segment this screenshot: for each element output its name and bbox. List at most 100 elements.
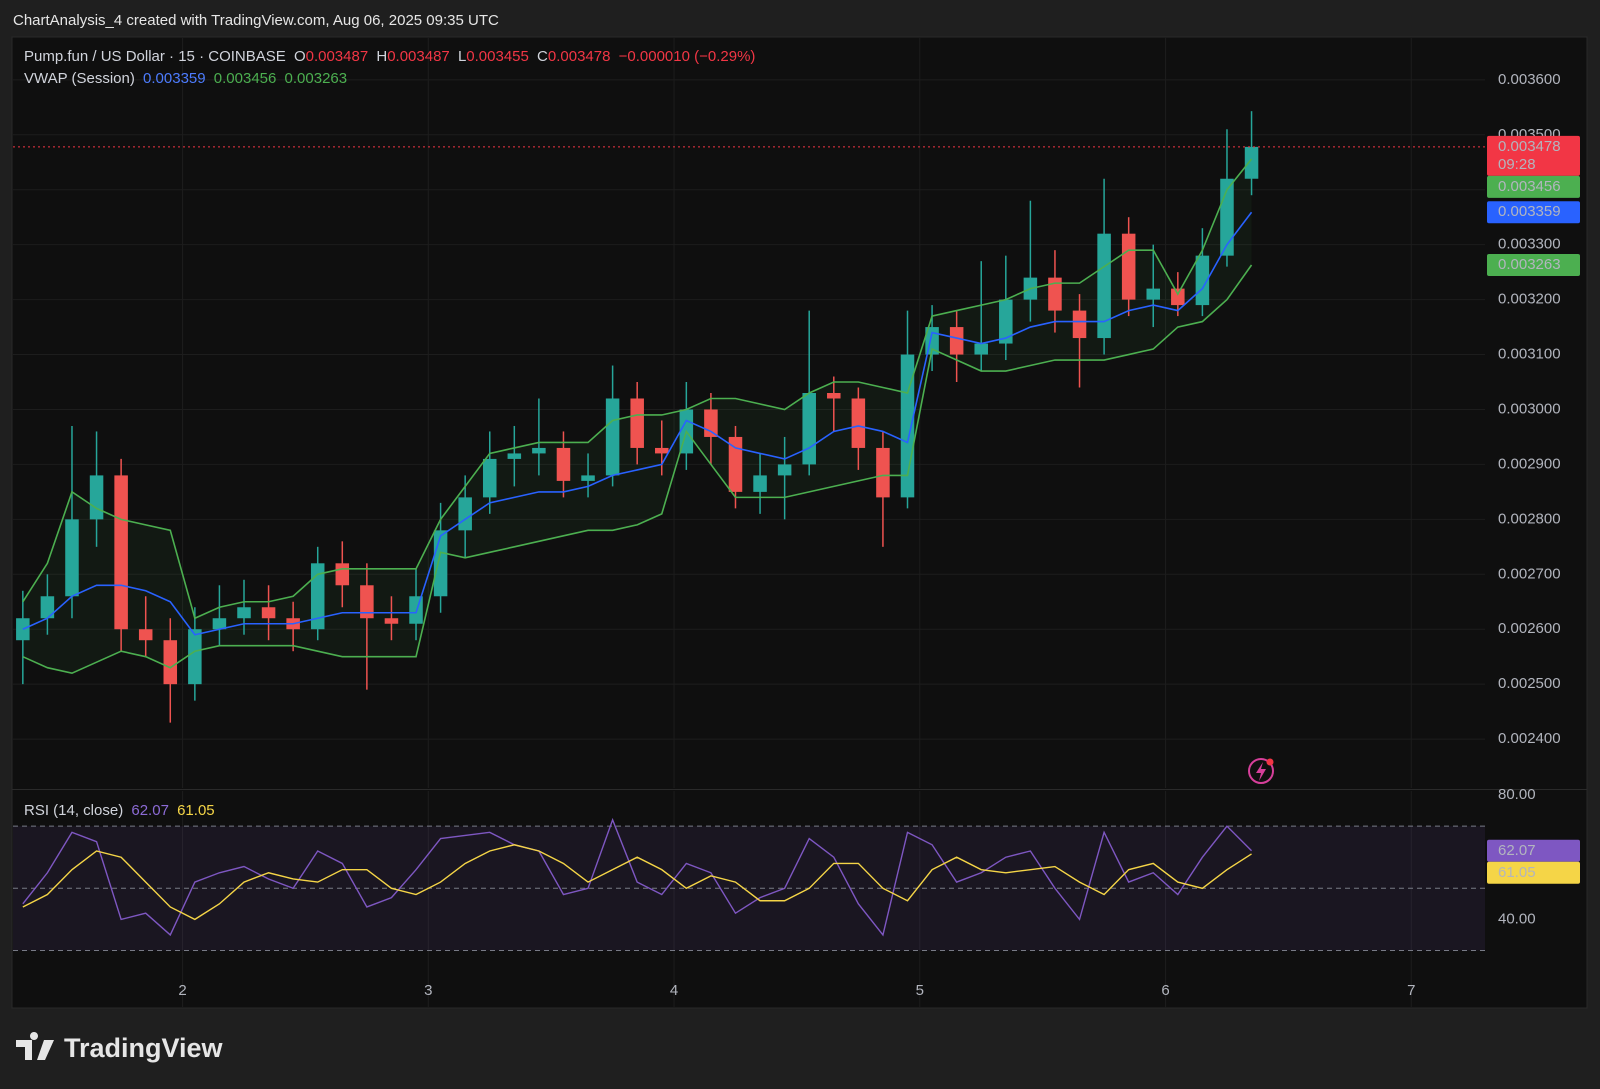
y-tick-label: 0.002700 bbox=[1498, 565, 1561, 582]
candle-body bbox=[114, 475, 128, 630]
chart-background bbox=[11, 36, 1588, 1009]
indicator-name: RSI (14, close) bbox=[24, 802, 123, 819]
candle-body bbox=[999, 299, 1013, 344]
x-tick-label: 2 bbox=[178, 982, 186, 999]
attribution: ChartAnalysis_4 created with TradingView… bbox=[13, 12, 499, 29]
candle-body bbox=[384, 618, 399, 624]
high-value: 0.003487 bbox=[387, 48, 450, 65]
candle-body bbox=[802, 392, 816, 465]
candle-body bbox=[1195, 255, 1210, 306]
candle-body bbox=[1171, 288, 1185, 306]
candle-body bbox=[40, 596, 55, 619]
candle-body bbox=[532, 447, 546, 454]
open-value: 0.003487 bbox=[306, 48, 369, 65]
price-tag-label: 0.003478 bbox=[1498, 138, 1561, 155]
y-tick-label: 0.002500 bbox=[1498, 675, 1561, 692]
price-tag bbox=[1487, 175, 1580, 198]
candle-body bbox=[827, 392, 841, 399]
x-tick-label: 5 bbox=[916, 982, 924, 999]
candle-body bbox=[237, 607, 251, 619]
candle-body bbox=[335, 563, 350, 586]
rsi-value: 62.07 bbox=[131, 802, 169, 819]
candle-body bbox=[16, 618, 30, 641]
footer-logo[interactable]: TradingView bbox=[16, 1032, 224, 1063]
ohlc-label: L bbox=[458, 48, 466, 65]
candle-body bbox=[1048, 277, 1062, 311]
candle-body bbox=[89, 475, 104, 520]
price-tag bbox=[1487, 201, 1580, 224]
candle-body bbox=[949, 327, 964, 355]
rsi-legend: RSI (14, close) 62.07 61.05 bbox=[24, 802, 215, 819]
candle-body bbox=[777, 464, 792, 476]
candle-body bbox=[1097, 233, 1111, 339]
price-tag bbox=[1487, 253, 1580, 276]
price-tag-label: 0.003456 bbox=[1498, 178, 1561, 195]
y-tick-label: 0.002800 bbox=[1498, 510, 1561, 527]
candle-body bbox=[433, 530, 448, 597]
candle-body bbox=[507, 453, 522, 459]
candle-body bbox=[163, 640, 178, 685]
line-series bbox=[22, 844, 1252, 921]
vwap-legend: VWAP (Session) 0.003359 0.003456 0.00326… bbox=[24, 70, 347, 87]
x-tick-label: 4 bbox=[670, 982, 678, 999]
x-tick-label: 7 bbox=[1407, 982, 1415, 999]
candle-body bbox=[605, 398, 620, 476]
candle-body bbox=[876, 447, 890, 498]
indicator-line bbox=[22, 264, 1253, 675]
close-value: 0.003478 bbox=[548, 48, 611, 65]
alert-bolt bbox=[1256, 762, 1266, 781]
alert-icon[interactable] bbox=[1248, 758, 1274, 784]
price-tag bbox=[1487, 861, 1580, 884]
candle-body bbox=[212, 618, 227, 630]
low-value: 0.003455 bbox=[466, 48, 529, 65]
price-tag-label: 61.05 bbox=[1498, 864, 1536, 881]
line-series bbox=[22, 817, 1253, 937]
upper-band-value: 0.003456 bbox=[214, 70, 277, 87]
y-tick-label: 0.002900 bbox=[1498, 455, 1561, 472]
candle-body bbox=[261, 607, 276, 619]
logo-mark bbox=[16, 1032, 54, 1060]
candle-body bbox=[630, 398, 644, 448]
plot-layer: 2 3 4 5 6 7 0.002400 0.002500 0.002600 0.002700 0.… bbox=[12, 37, 1587, 1008]
change: −0.000010 (−0.29%) bbox=[619, 48, 756, 65]
candle-body bbox=[188, 629, 202, 685]
candle-body bbox=[1146, 288, 1161, 300]
price-tag bbox=[1487, 839, 1580, 862]
candle-body bbox=[1244, 146, 1259, 179]
indicator-line bbox=[22, 211, 1253, 636]
indicator-line bbox=[22, 158, 1253, 620]
y-tick-label: 0.003600 bbox=[1498, 71, 1561, 88]
countdown-label: 09:28 bbox=[1498, 156, 1536, 173]
price-tag-label: 62.07 bbox=[1498, 842, 1536, 859]
candle-body bbox=[1121, 233, 1136, 300]
candle-body bbox=[704, 409, 718, 437]
alert-ring bbox=[1248, 758, 1274, 784]
y-tick-label: 40.00 bbox=[1498, 910, 1536, 927]
lower-band-value: 0.003263 bbox=[285, 70, 348, 87]
candle-body bbox=[65, 519, 79, 597]
price-legend: Pump.fun / US Dollar · 15 · COINBASE O0.… bbox=[24, 48, 755, 65]
y-tick-label: 0.003100 bbox=[1498, 346, 1561, 363]
candle-body bbox=[655, 447, 669, 454]
candle-body bbox=[482, 458, 497, 498]
price-tag-label: 0.003263 bbox=[1498, 256, 1561, 273]
candle-body bbox=[753, 475, 767, 492]
x-tick-label: 6 bbox=[1161, 982, 1169, 999]
y-tick-label: 0.003000 bbox=[1498, 400, 1561, 417]
vwap-value: 0.003359 bbox=[143, 70, 206, 87]
candle-body bbox=[138, 629, 153, 641]
ohlc-label: H bbox=[376, 48, 387, 65]
candle-body bbox=[728, 436, 743, 492]
y-tick-label: 0.003300 bbox=[1498, 236, 1561, 253]
ohlc-label: O bbox=[294, 48, 306, 65]
price-tag-label: 0.003359 bbox=[1498, 203, 1561, 220]
ohlc-label: C bbox=[537, 48, 548, 65]
x-tick-label: 3 bbox=[424, 982, 432, 999]
alert-dot bbox=[1266, 758, 1274, 766]
symbol: Pump.fun / US Dollar · 15 · COINBASE bbox=[24, 48, 286, 65]
candle-body bbox=[974, 343, 988, 355]
y-tick-label: 0.002600 bbox=[1498, 620, 1561, 637]
candle-body bbox=[1072, 310, 1087, 339]
candle-body bbox=[556, 447, 571, 481]
rsi-ma-value: 61.05 bbox=[177, 802, 215, 819]
